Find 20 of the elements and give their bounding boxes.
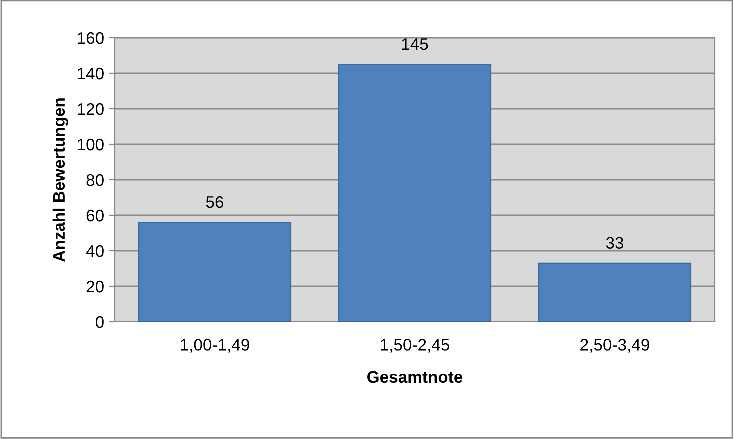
- y-axis-title: Anzahl Bewertungen: [52, 98, 68, 262]
- y-tick-label: 0: [96, 316, 104, 328]
- bar: [138, 222, 292, 322]
- data-label: 33: [606, 237, 624, 250]
- y-tick-label: 100: [78, 138, 104, 151]
- y-tick-label: 60: [86, 210, 104, 222]
- x-tick-label: 1,50-2,45: [381, 339, 450, 353]
- y-tick-label: 20: [86, 280, 104, 293]
- data-label: 145: [402, 38, 428, 50]
- x-tick-label: 1,00-1,49: [181, 339, 250, 353]
- data-label: 56: [206, 196, 224, 208]
- y-tick-label: 120: [78, 103, 104, 116]
- x-axis-title: Gesamtnote: [368, 371, 463, 384]
- bar: [338, 64, 492, 322]
- y-tick-label: 80: [86, 174, 104, 186]
- x-tick-label: 2,50-3,49: [580, 339, 650, 353]
- y-tick-label: 40: [86, 245, 104, 258]
- bar: [538, 262, 692, 322]
- y-tick-label: 160: [78, 32, 104, 44]
- y-tick-label: 140: [78, 68, 104, 80]
